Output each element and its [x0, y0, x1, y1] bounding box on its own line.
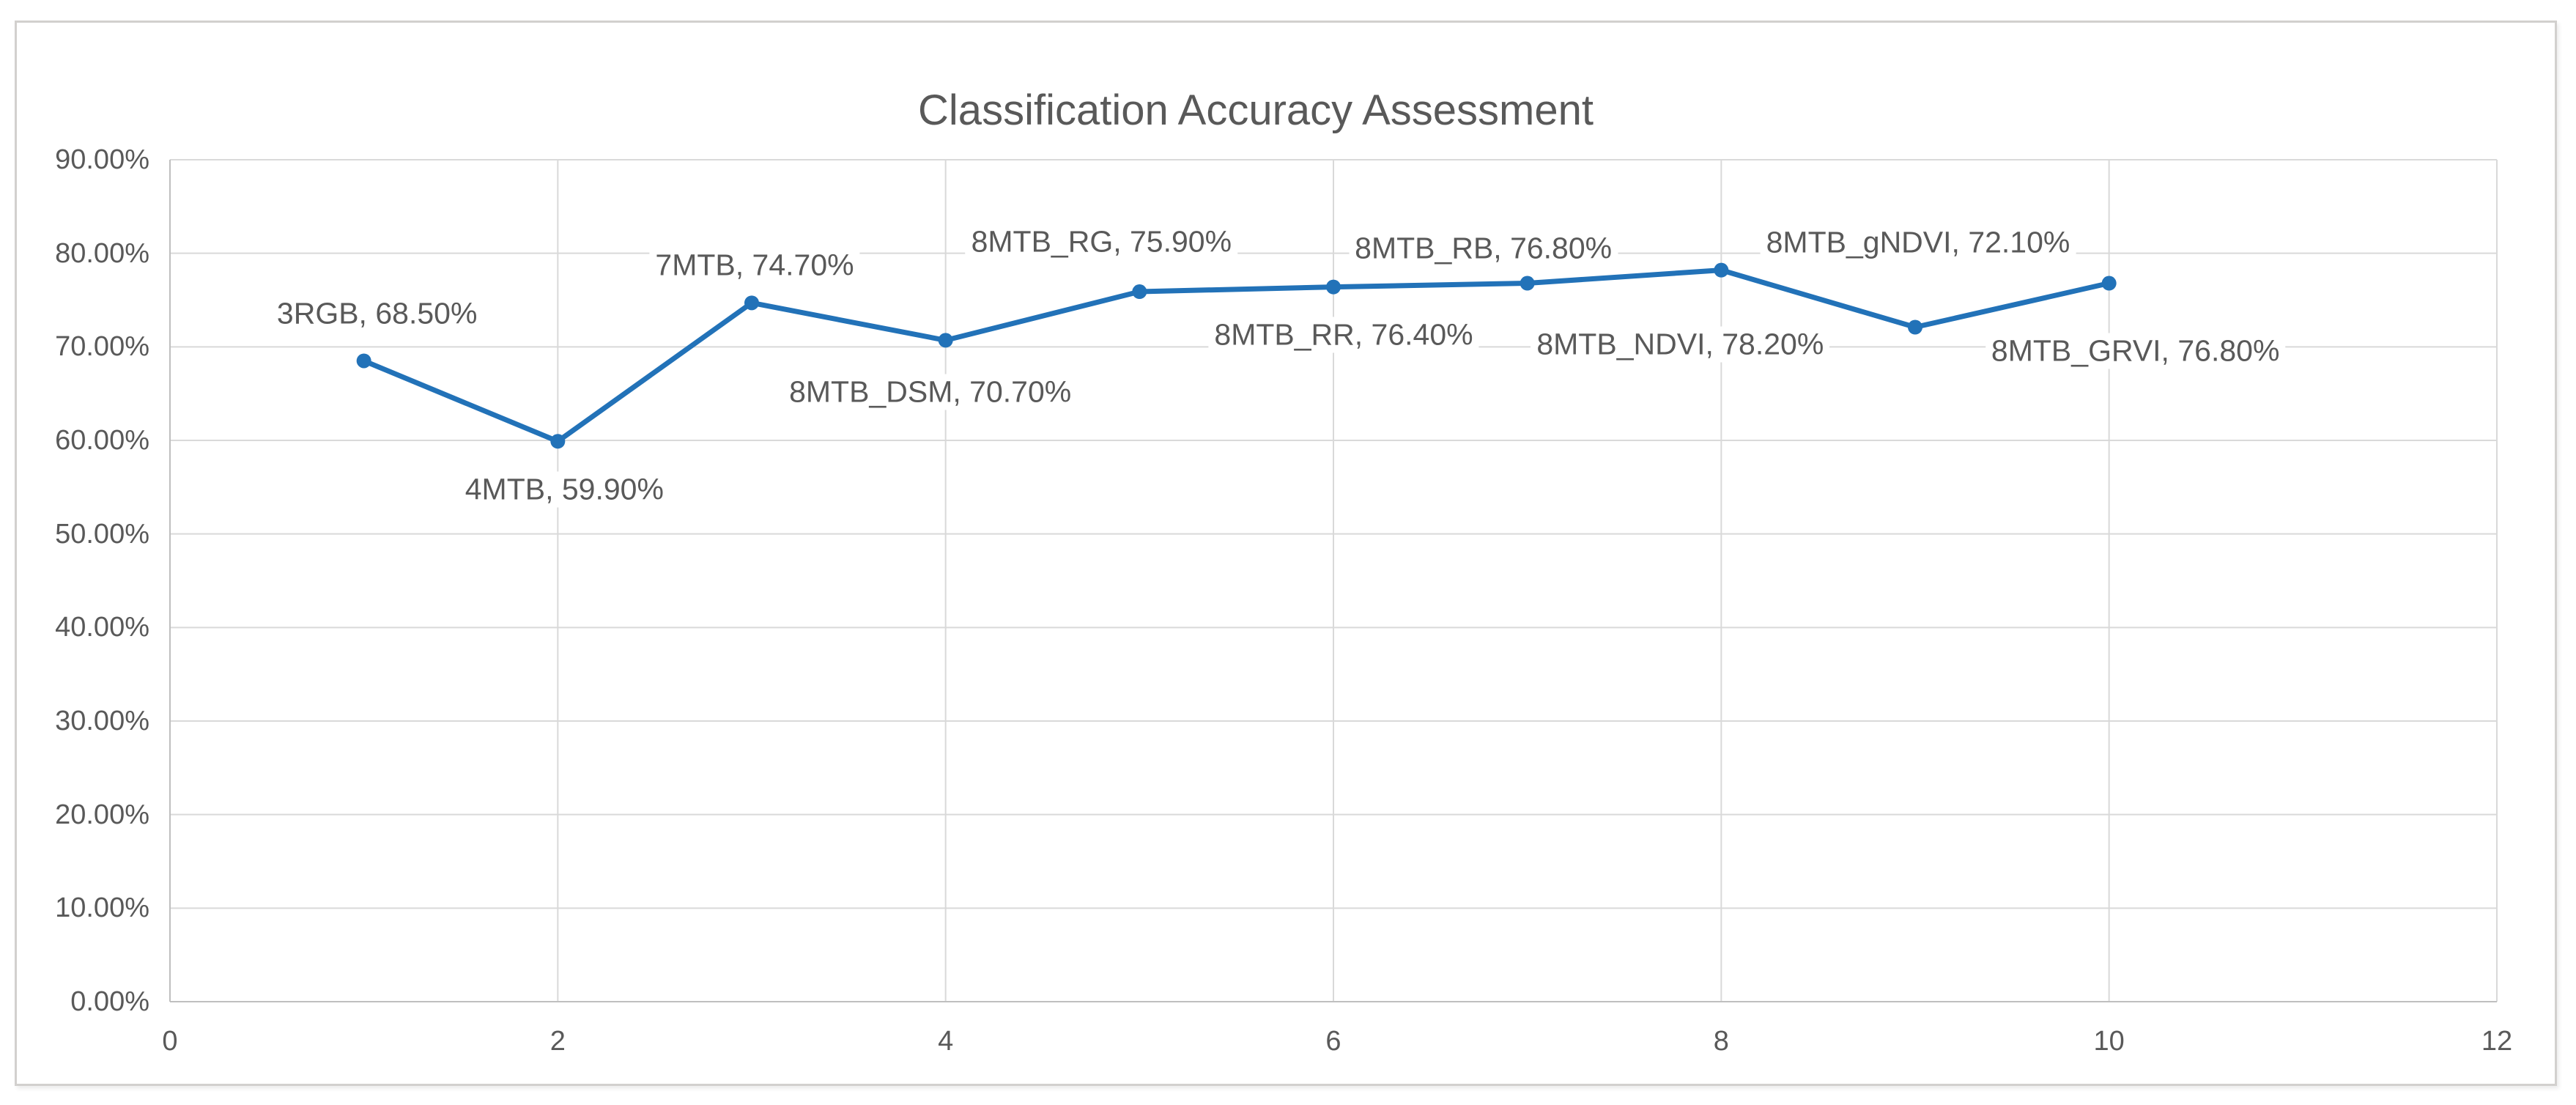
- data-point-marker: [356, 353, 371, 369]
- data-point-marker: [1908, 319, 1922, 335]
- data-point-marker: [1132, 284, 1147, 300]
- data-point-marker: [1714, 262, 1729, 278]
- data-point-marker: [2101, 276, 2117, 291]
- data-point-marker: [1326, 279, 1341, 295]
- chart-title: Classification Accuracy Assessment: [918, 86, 1594, 134]
- data-point-marker: [938, 333, 953, 348]
- data-series-line: [361, 267, 2112, 444]
- data-point-marker: [1520, 276, 1535, 291]
- data-point-marker: [744, 295, 759, 311]
- data-point-marker: [550, 434, 566, 449]
